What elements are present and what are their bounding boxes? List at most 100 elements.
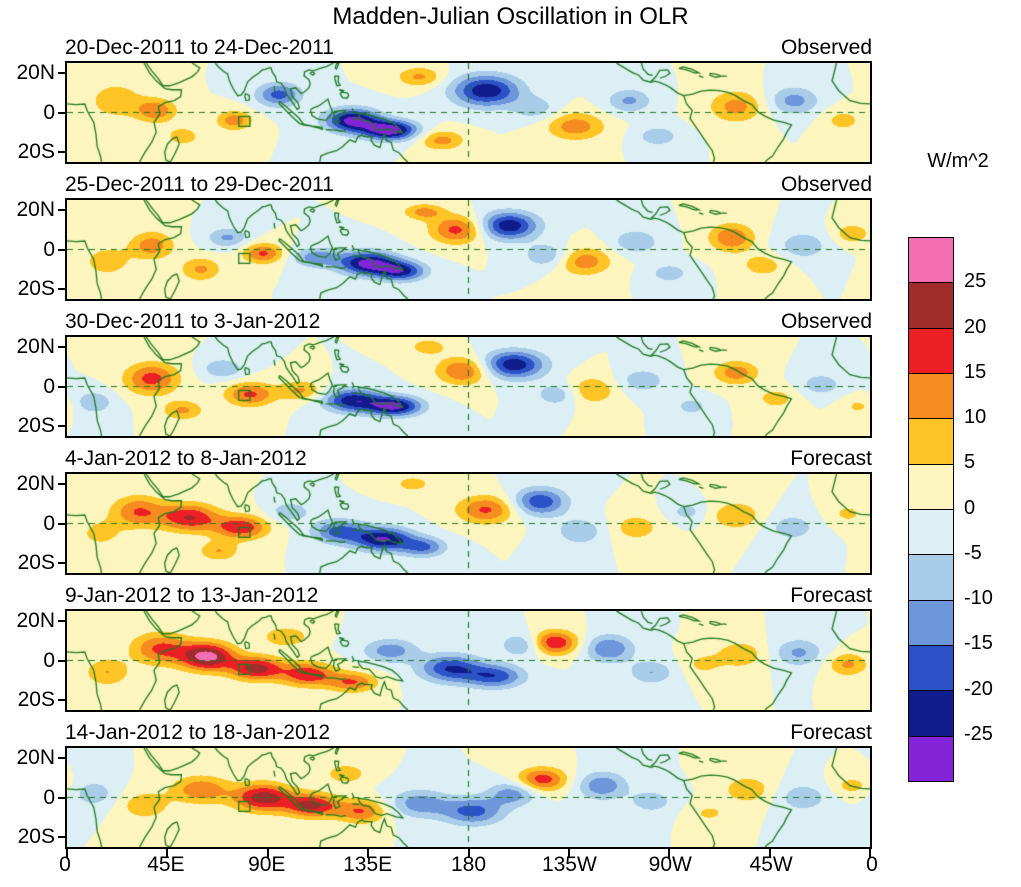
map-plot: 20N 0 20S bbox=[16, 609, 872, 712]
panel-header: 9-Jan-2012 to 13-Jan-2012 Forecast bbox=[65, 578, 872, 609]
x-axis-label: 135W bbox=[541, 853, 597, 876]
x-axis-tick bbox=[869, 849, 871, 858]
colorbar-segment bbox=[909, 419, 953, 465]
x-axis-tick bbox=[367, 849, 370, 858]
colorbar-tick-label: 5 bbox=[964, 451, 976, 473]
colorbar-tick-label: -5 bbox=[964, 542, 982, 564]
x-axis-label: 135E bbox=[343, 853, 393, 876]
y-axis-tick bbox=[58, 288, 67, 291]
panel-header: 20-Dec-2011 to 24-Dec-2011 Observed bbox=[65, 30, 872, 61]
map-panel-5: 9-Jan-2012 to 13-Jan-2012 Forecast 20N 0… bbox=[16, 578, 872, 715]
y-axis-label-20n: 20N bbox=[16, 197, 55, 221]
y-axis-tick bbox=[58, 425, 67, 428]
x-axis-label: 180 bbox=[450, 853, 487, 876]
y-axis-tick bbox=[58, 522, 67, 525]
panel-source-label: Observed bbox=[780, 36, 872, 59]
y-axis-label-0: 0 bbox=[43, 785, 55, 809]
x-axis-label: 90W bbox=[648, 853, 692, 876]
y-axis-tick bbox=[58, 562, 67, 565]
y-axis-tick bbox=[58, 836, 67, 839]
colorbar-unit-label: W/m^2 bbox=[927, 150, 989, 172]
y-axis-label-20s: 20S bbox=[17, 140, 55, 164]
colorbar-segment bbox=[909, 691, 953, 737]
x-axis-label: 90E bbox=[248, 853, 286, 876]
y-axis-tick bbox=[58, 71, 67, 74]
y-axis-label-0: 0 bbox=[43, 237, 55, 261]
panel-date-range: 14-Jan-2012 to 18-Jan-2012 bbox=[65, 721, 331, 744]
colorbar-tick-label: 0 bbox=[964, 497, 976, 519]
map-panel-6: 14-Jan-2012 to 18-Jan-2012 Forecast 20N … bbox=[16, 715, 872, 858]
colorbar-segment bbox=[909, 555, 953, 601]
colorbar-segment bbox=[909, 373, 953, 420]
y-axis-label-20s: 20S bbox=[17, 825, 55, 849]
panel-source-label: Forecast bbox=[790, 584, 872, 607]
panel-date-range: 30-Dec-2011 to 3-Jan-2012 bbox=[65, 310, 321, 333]
map-plot: 20N 0 20S bbox=[16, 335, 872, 438]
panel-date-range: 20-Dec-2011 to 24-Dec-2011 bbox=[65, 36, 334, 59]
map-panel-3: 30-Dec-2011 to 3-Jan-2012 Observed 20N 0… bbox=[16, 304, 872, 441]
panel-source-label: Forecast bbox=[790, 447, 872, 470]
figure-title: Madden-Julian Oscillation in OLR bbox=[332, 3, 689, 30]
y-axis-tick bbox=[58, 248, 67, 251]
y-axis-tick bbox=[58, 345, 67, 348]
panel-date-range: 4-Jan-2012 to 8-Jan-2012 bbox=[65, 447, 307, 470]
olr-anomaly-map-canvas bbox=[67, 200, 870, 299]
y-axis-label-20n: 20N bbox=[16, 745, 55, 769]
y-axis-label-20n: 20N bbox=[16, 334, 55, 358]
olr-anomaly-map-canvas bbox=[67, 611, 870, 710]
y-axis-tick bbox=[58, 756, 67, 759]
olr-anomaly-map-canvas bbox=[67, 748, 870, 847]
y-axis-tick bbox=[58, 385, 67, 388]
olr-anomaly-map-canvas bbox=[67, 63, 870, 162]
y-axis-label-20n: 20N bbox=[16, 471, 55, 495]
x-axis-tick bbox=[166, 849, 169, 858]
y-axis-tick bbox=[58, 482, 67, 485]
colorbar-tick-label: -15 bbox=[964, 632, 993, 654]
y-axis-label-0: 0 bbox=[43, 511, 55, 535]
y-axis-label-20s: 20S bbox=[17, 277, 55, 301]
map-panel-4: 4-Jan-2012 to 8-Jan-2012 Forecast 20N 0 … bbox=[16, 441, 872, 578]
colorbar-segment bbox=[909, 509, 953, 556]
y-axis-tick bbox=[58, 151, 67, 154]
x-axis-tick bbox=[266, 849, 269, 858]
colorbar-segment bbox=[909, 736, 953, 781]
map-panel-2: 25-Dec-2011 to 29-Dec-2011 Observed 20N … bbox=[16, 167, 872, 304]
y-axis-label-20s: 20S bbox=[17, 688, 55, 712]
panel-source-label: Forecast bbox=[790, 721, 872, 744]
olr-anomaly-map-canvas bbox=[67, 337, 870, 436]
colorbar-tick-label: -25 bbox=[964, 723, 993, 745]
map-plot: 20N 0 20S bbox=[16, 198, 872, 301]
y-axis-tick bbox=[58, 796, 67, 799]
panel-stack: 20-Dec-2011 to 24-Dec-2011 Observed 20N … bbox=[16, 30, 872, 858]
map-panel-1: 20-Dec-2011 to 24-Dec-2011 Observed 20N … bbox=[16, 30, 872, 167]
x-axis-label: 45E bbox=[147, 853, 185, 876]
y-axis-tick bbox=[58, 208, 67, 211]
y-axis-tick bbox=[58, 111, 67, 114]
colorbar-segment bbox=[909, 464, 953, 510]
x-axis-label: 0 bbox=[59, 853, 71, 876]
y-axis-label-20s: 20S bbox=[17, 551, 55, 575]
y-axis-label-20n: 20N bbox=[16, 608, 55, 632]
panel-source-label: Observed bbox=[780, 173, 872, 196]
x-axis-tick bbox=[768, 849, 771, 858]
colorbar-segment bbox=[909, 238, 953, 284]
y-axis-tick bbox=[58, 659, 67, 662]
olr-anomaly-map-canvas bbox=[67, 474, 870, 573]
x-axis-label: 45W bbox=[749, 853, 793, 876]
y-axis-label-0: 0 bbox=[43, 100, 55, 124]
y-axis-tick bbox=[58, 699, 67, 702]
x-axis-tick bbox=[668, 849, 671, 858]
colorbar-segment bbox=[909, 328, 953, 374]
map-plot: 20N 0 20S bbox=[16, 61, 872, 164]
colorbar-segment bbox=[909, 283, 953, 329]
x-axis-tick bbox=[567, 849, 570, 858]
panel-date-range: 25-Dec-2011 to 29-Dec-2011 bbox=[65, 173, 334, 196]
panel-header: 4-Jan-2012 to 8-Jan-2012 Forecast bbox=[65, 441, 872, 472]
colorbar-tick-label: 20 bbox=[964, 316, 987, 338]
x-axis-labels: 0 45E 90E 135E 180 135W 90W 45W 0 bbox=[59, 853, 878, 881]
colorbar bbox=[908, 237, 954, 782]
y-axis-label-0: 0 bbox=[43, 648, 55, 672]
x-axis-label: 0 bbox=[866, 853, 878, 876]
y-axis-label-20s: 20S bbox=[17, 414, 55, 438]
